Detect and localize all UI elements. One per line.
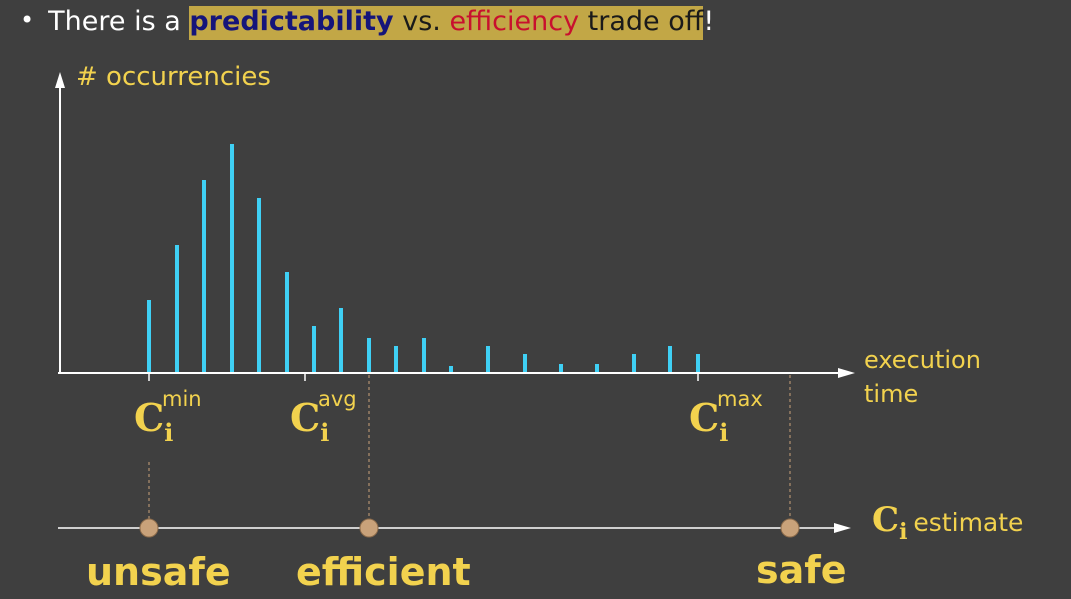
c-min-marker: Ci min <box>134 387 202 447</box>
unsafe-point <box>139 518 159 538</box>
c-avg-sup: avg <box>318 387 357 411</box>
y-axis-label: # occurrencies <box>76 62 271 92</box>
efficient-point <box>359 518 379 538</box>
estimate-axis-label: Ci estimate <box>872 500 1024 545</box>
c-avg-sub: i <box>320 418 330 447</box>
highlight-box: predictability vs. efficiency trade off <box>189 6 704 40</box>
histogram-bar <box>339 308 343 372</box>
bullet-dot-icon: • <box>20 6 35 34</box>
histogram-bar <box>312 326 316 372</box>
estimate-text: estimate <box>913 508 1024 537</box>
unsafe-label: unsafe <box>86 550 231 594</box>
bullet-trade: trade off <box>579 6 704 37</box>
efficient-label: efficient <box>296 550 471 594</box>
keyword-predictability: predictability <box>189 6 394 37</box>
histogram-bar <box>523 354 527 372</box>
c-max-base: C <box>689 395 720 440</box>
c-min-sup: min <box>162 387 202 411</box>
estimate-c-base: C <box>872 500 900 540</box>
c-min-sub: i <box>164 418 174 447</box>
histogram-bar <box>486 346 490 372</box>
histogram-bar <box>595 364 599 372</box>
c-min-base: C <box>134 395 165 440</box>
safe-label: safe <box>756 548 847 592</box>
x-axis-label: execution time <box>864 343 1004 411</box>
histogram-bar <box>285 272 289 372</box>
histogram-bars <box>147 144 700 372</box>
c-max-sub: i <box>719 418 729 447</box>
c-max-marker: Ci max <box>689 387 763 447</box>
c-avg-marker: Ci avg <box>290 387 357 447</box>
c-avg-base: C <box>290 395 321 440</box>
histogram-bar <box>202 180 206 372</box>
histogram-bar <box>175 245 179 372</box>
c-max-sup: max <box>717 387 763 411</box>
histogram-bar <box>632 354 636 372</box>
x-axis-arrow-icon <box>838 368 855 378</box>
histogram-bar <box>696 354 700 372</box>
histogram-bar <box>668 346 672 372</box>
bullet-vs: vs. <box>393 6 450 37</box>
histogram-bar <box>147 300 151 372</box>
histogram-bar <box>257 198 261 372</box>
bullet-exclaim: ! <box>703 6 715 37</box>
keyword-efficiency: efficiency <box>449 6 580 37</box>
estimate-c-sub: i <box>899 519 908 545</box>
histogram-bar <box>559 364 563 372</box>
histogram-bar <box>449 366 453 372</box>
bullet-prefix: There is a <box>48 6 190 37</box>
estimate-axis-arrow-icon <box>834 523 851 533</box>
histogram-bar <box>394 346 398 372</box>
histogram-bar <box>367 338 371 372</box>
safe-point <box>780 518 800 538</box>
y-axis-arrow-icon <box>55 72 65 88</box>
x-axis-label-line2: time <box>864 380 919 408</box>
histogram-bar <box>230 144 234 372</box>
bullet-line: • There is a predictability vs. efficienc… <box>20 1 714 41</box>
histogram-bar <box>422 338 426 372</box>
x-axis-label-line1: execution <box>864 346 981 374</box>
